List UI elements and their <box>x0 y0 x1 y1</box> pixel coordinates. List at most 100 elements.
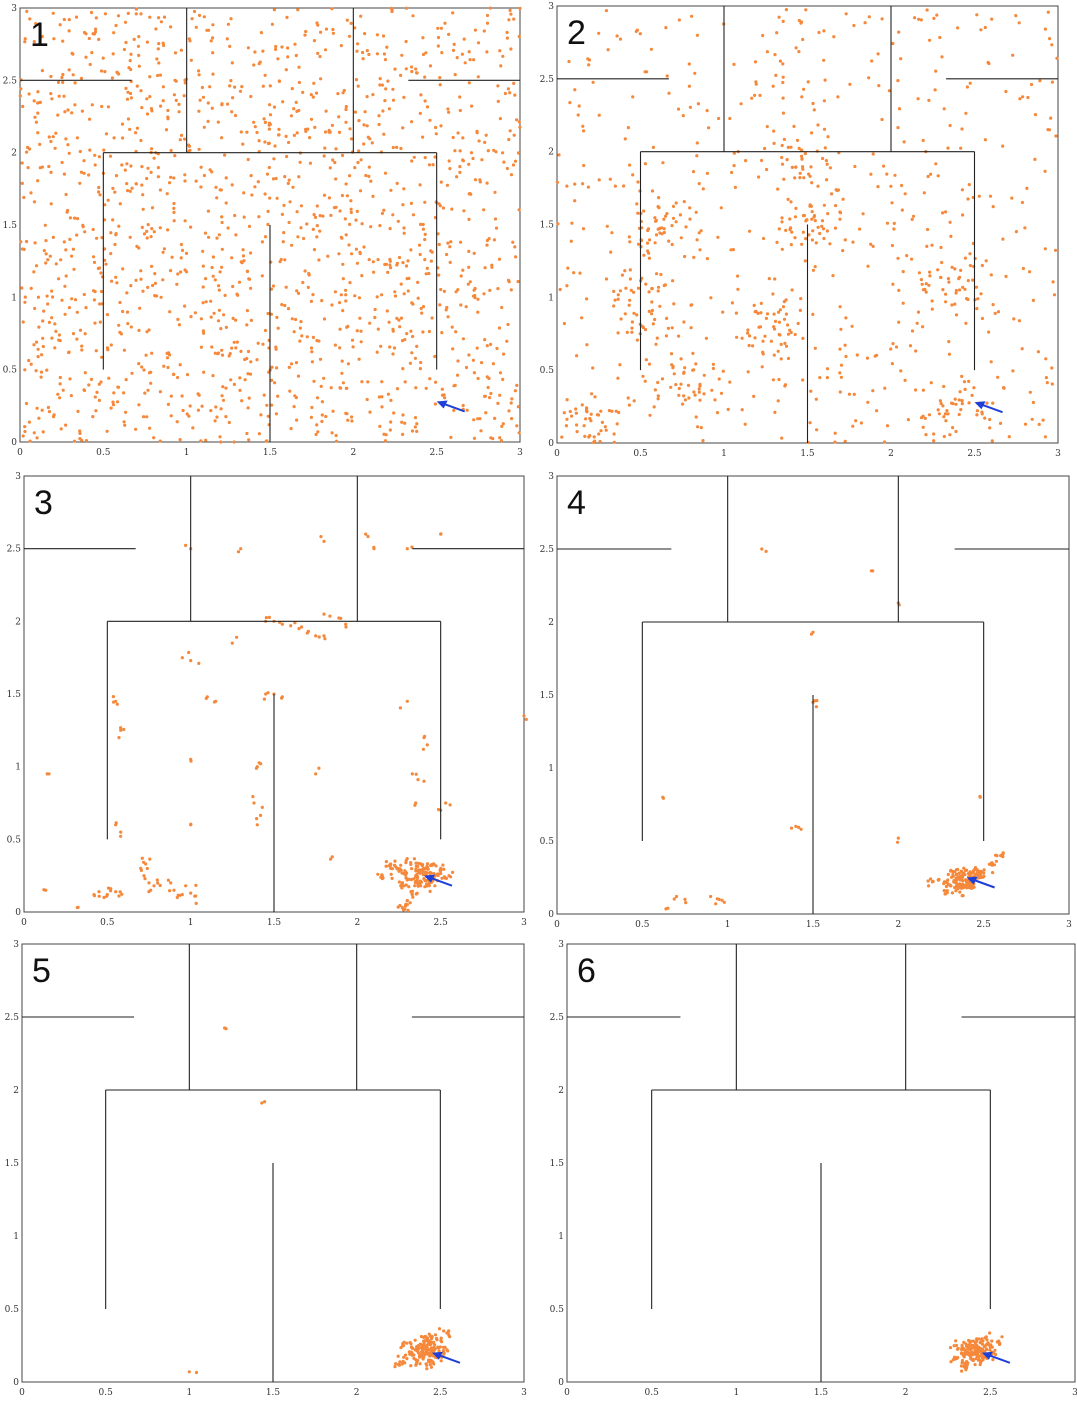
data-point <box>103 70 107 74</box>
data-point <box>174 98 178 102</box>
data-point <box>781 80 785 85</box>
data-point <box>686 383 691 387</box>
data-point <box>946 878 950 882</box>
data-point <box>764 316 769 320</box>
data-point <box>479 429 483 433</box>
data-point <box>423 200 427 204</box>
data-point <box>562 321 567 326</box>
data-point <box>119 728 123 732</box>
data-point <box>475 346 479 350</box>
data-point <box>32 40 36 44</box>
scatter-points <box>187 1026 452 1375</box>
data-point <box>29 191 33 195</box>
data-point <box>120 163 124 167</box>
data-point <box>309 415 313 419</box>
data-point <box>320 299 324 303</box>
panel-label: 4 <box>567 484 586 522</box>
data-point <box>650 287 654 291</box>
data-point <box>1020 347 1024 351</box>
data-point <box>839 363 844 367</box>
data-point <box>109 231 113 235</box>
data-point <box>468 58 472 62</box>
data-point <box>334 439 339 443</box>
data-point <box>677 393 681 397</box>
data-point <box>970 393 974 397</box>
data-point <box>28 439 32 443</box>
data-point <box>1046 128 1050 132</box>
data-point <box>270 22 274 26</box>
data-point <box>97 185 101 190</box>
data-point <box>75 310 79 314</box>
data-point <box>732 164 736 168</box>
data-point <box>344 182 348 186</box>
data-point <box>415 429 419 433</box>
data-point <box>968 884 972 888</box>
y-tick-label: 0 <box>15 908 21 918</box>
data-point <box>274 47 278 52</box>
data-point <box>825 229 830 233</box>
data-point <box>132 37 136 42</box>
data-point <box>262 697 266 701</box>
data-point <box>97 382 101 386</box>
data-point <box>224 386 228 390</box>
data-point <box>93 321 97 325</box>
data-point <box>194 883 198 888</box>
data-point <box>843 343 847 347</box>
data-point <box>206 209 210 213</box>
data-point <box>423 99 427 103</box>
x-tick-label: 1 <box>184 448 190 458</box>
data-point <box>102 148 106 152</box>
data-point <box>47 410 52 414</box>
data-point <box>975 307 979 311</box>
data-point <box>468 192 472 196</box>
data-point <box>385 45 389 49</box>
data-point <box>129 52 133 56</box>
data-point <box>786 145 790 149</box>
data-point <box>222 313 226 317</box>
data-point <box>966 279 970 283</box>
data-point <box>958 288 962 292</box>
data-point <box>789 145 793 149</box>
data-point <box>428 889 432 894</box>
data-point <box>66 143 70 147</box>
data-point <box>931 879 935 884</box>
data-point <box>924 433 928 437</box>
data-point <box>142 874 146 878</box>
data-point <box>439 1336 443 1340</box>
data-point <box>226 226 230 230</box>
data-point <box>231 96 235 100</box>
data-point <box>492 148 496 152</box>
data-point <box>750 96 754 100</box>
data-point <box>234 233 238 237</box>
data-point <box>390 867 394 871</box>
data-point <box>183 173 187 177</box>
data-point <box>469 151 474 155</box>
data-point <box>91 227 95 232</box>
data-point <box>88 62 92 67</box>
data-point <box>209 299 213 303</box>
data-point <box>283 175 287 179</box>
data-point <box>800 242 804 246</box>
data-point <box>1001 144 1005 148</box>
data-point <box>765 167 769 172</box>
data-point <box>345 386 349 390</box>
data-point <box>660 226 664 230</box>
data-point <box>49 170 53 174</box>
data-point <box>324 109 328 113</box>
data-point <box>401 432 405 436</box>
data-point <box>410 429 415 433</box>
data-point <box>715 411 720 415</box>
scatter-points <box>661 547 1005 911</box>
data-point <box>979 292 983 296</box>
data-point <box>25 9 29 13</box>
data-point <box>304 127 308 131</box>
data-point <box>419 1346 424 1350</box>
data-point <box>139 269 143 273</box>
data-point <box>573 199 577 203</box>
data-point <box>930 243 934 247</box>
data-point <box>152 230 156 234</box>
data-point <box>516 279 520 284</box>
data-point <box>38 142 42 146</box>
data-point <box>985 401 989 405</box>
data-point <box>230 641 234 645</box>
